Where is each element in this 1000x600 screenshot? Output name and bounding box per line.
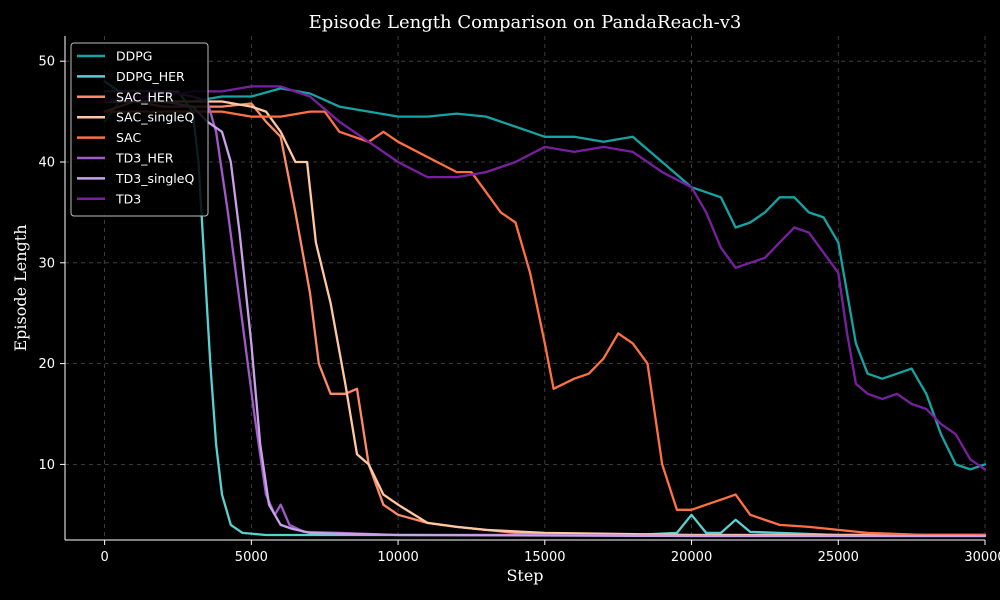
- legend-label: TD3_HER: [115, 151, 174, 166]
- series-line-sac-her: [103, 100, 987, 537]
- legend-label: SAC_HER: [116, 89, 174, 104]
- legend-label: TD3_singleQ: [115, 171, 194, 186]
- legend: DDPG DDPG_HER SAC_HER SAC_singleQ SAC TD3_HER…: [70, 42, 209, 217]
- legend-box: [70, 42, 209, 217]
- legend-label: DDPG_HER: [116, 69, 185, 84]
- legend-label: SAC_singleQ: [116, 110, 194, 125]
- x-tick-label: 10000: [377, 550, 418, 565]
- y-tick-label: 40: [38, 156, 55, 171]
- x-axis-label: Step: [506, 566, 543, 585]
- x-tick-label: 25000: [818, 550, 859, 565]
- axes: [64, 36, 985, 541]
- y-tick-label: 20: [38, 357, 55, 372]
- grid: [65, 36, 986, 540]
- x-tick-label: 0: [100, 550, 108, 565]
- y-tick-label: 30: [38, 256, 55, 271]
- y-tick-label: 50: [38, 55, 55, 70]
- x-tick-label: 15000: [524, 550, 565, 565]
- x-tick-label: 30000: [964, 550, 1000, 565]
- series-line-td3: [103, 85, 987, 471]
- series-line-ddpg: [103, 87, 987, 471]
- series-line-sac-singleq: [103, 100, 987, 537]
- y-tick-label: 10: [38, 458, 55, 473]
- series-line-sac: [103, 110, 987, 537]
- x-tick-label: 5000: [235, 550, 268, 565]
- legend-label: TD3: [115, 191, 141, 206]
- chart-title: Episode Length Comparison on PandaReach-…: [309, 12, 742, 33]
- legend-label: SAC: [116, 130, 141, 145]
- ticks: 0 5000 10000 15000 20000 25000 30000 10 20 30 40 50: [38, 55, 1000, 565]
- legend-label: DDPG: [116, 49, 152, 64]
- y-axis-label: Episode Length: [11, 224, 30, 351]
- x-tick-label: 20000: [671, 550, 712, 565]
